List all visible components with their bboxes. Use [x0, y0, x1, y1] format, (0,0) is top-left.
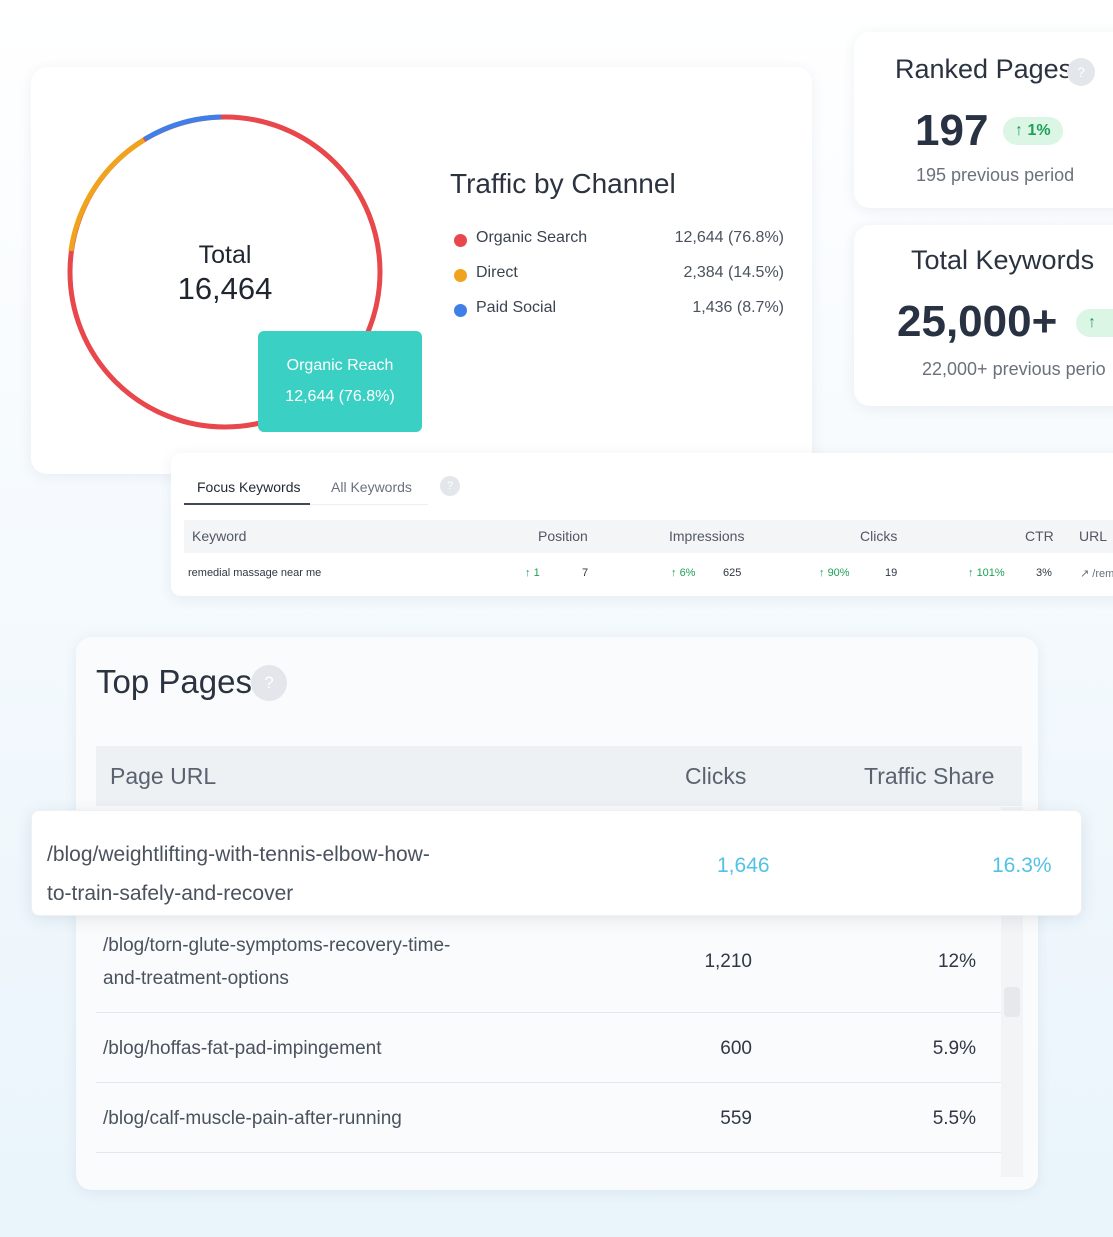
clicks-cell: 559 — [720, 1108, 752, 1129]
page-url-cell: /blog/hoffas-fat-pad-impingement — [103, 1038, 382, 1059]
page-url-cell: /blog/calf-muscle-pain-after-running — [103, 1108, 402, 1129]
keyword-cell: remedial massage near me — [188, 567, 322, 579]
donut-segment-organic-search[interactable] — [67, 114, 383, 430]
total-keywords-title: Total Keywords — [911, 245, 1095, 275]
top-pages-header: Page URL Clicks Traffic Share — [96, 746, 1022, 806]
url-cell[interactable]: ↗ /rem — [1080, 568, 1113, 580]
table-row[interactable]: /blog/calf-muscle-pain-after-running 559… — [96, 1083, 1001, 1153]
chart-tooltip: Organic Reach 12,644 (76.8%) — [258, 331, 422, 432]
page-url-cell: /blog/weightlifting-with-tennis-elbow-ho… — [47, 843, 430, 905]
arrow-up-icon: ↑ — [819, 567, 825, 579]
position-cell: 7 — [582, 567, 589, 579]
legend-item-organic-search[interactable]: Organic Search 12,644 (76.8%) — [454, 229, 784, 251]
total-keywords-card: Total Keywords 25,000+ ↑ 22,000+ previou… — [854, 225, 1113, 406]
ranked-pages-value: 197 — [915, 106, 989, 155]
header-page-url[interactable]: Page URL — [110, 763, 217, 789]
ranked-pages-change-badge: ↑ 1% — [1003, 117, 1063, 145]
header-ctr[interactable]: CTR — [1025, 528, 1054, 544]
table-row[interactable]: /blog/torn-glute-symptoms-recovery-time-… — [96, 927, 1001, 1013]
header-clicks[interactable]: Clicks — [860, 528, 898, 544]
tab-all-keywords[interactable]: All Keywords — [331, 479, 412, 495]
tab-focus-keywords[interactable]: Focus Keywords — [197, 479, 301, 495]
tooltip-label: Organic Reach — [286, 357, 394, 374]
legend-item-direct[interactable]: Direct 2,384 (14.5%) — [454, 264, 784, 286]
legend-label: Paid Social — [476, 299, 557, 316]
position-change: ↑ 1 — [525, 567, 540, 579]
legend-item-paid-social[interactable]: Paid Social 1,436 (8.7%) — [454, 299, 784, 321]
clicks-change: ↑ 90% — [819, 567, 850, 579]
active-tab-indicator — [184, 503, 310, 505]
tab-divider — [310, 504, 428, 505]
keywords-table-header: Keyword Position Impressions Clicks CTR … — [184, 520, 1113, 553]
header-keyword[interactable]: Keyword — [192, 528, 247, 544]
total-keywords-value: 25,000+ — [897, 297, 1058, 346]
impressions-change: ↑ 6% — [671, 567, 696, 579]
ctr-change: ↑ 101% — [968, 567, 1005, 579]
traffic-donut-chart — [67, 114, 383, 430]
traffic-by-channel-card: Total 16,464 Organic Reach 12,644 (76.8%… — [31, 67, 812, 474]
ranked-pages-title: Ranked Pages — [895, 54, 1073, 84]
keywords-table-card: Focus Keywords All Keywords ? Keyword Po… — [171, 453, 1113, 596]
organic-search-dot-icon — [454, 234, 467, 247]
total-keywords-change-badge: ↑ — [1076, 309, 1113, 337]
arrow-up-icon: ↑ — [525, 567, 531, 579]
impressions-cell: 625 — [723, 567, 742, 579]
legend-value: 2,384 (14.5%) — [683, 264, 784, 281]
arrow-up-icon: ↑ — [671, 567, 677, 579]
header-clicks[interactable]: Clicks — [685, 763, 747, 789]
traffic-share-cell: 5.5% — [932, 1108, 976, 1129]
scroll-thumb[interactable] — [1004, 987, 1020, 1017]
direct-dot-icon — [454, 269, 467, 282]
legend-label: Organic Search — [476, 229, 588, 246]
donut-total-label: Total — [198, 241, 252, 269]
arrow-up-icon: ↑ — [1088, 314, 1096, 331]
total-keywords-previous: 22,000+ previous perio — [922, 359, 1106, 379]
paid-social-dot-icon — [454, 304, 467, 317]
help-icon[interactable]: ? — [251, 665, 287, 701]
top-pages-title: Top Pages — [96, 663, 252, 700]
ctr-cell: 3% — [1036, 567, 1052, 579]
clicks-cell: 1,646 — [717, 854, 770, 877]
donut-total-value: 16,464 — [177, 271, 273, 306]
traffic-share-cell: 16.3% — [992, 854, 1052, 877]
donut-segment-paid-social[interactable] — [143, 114, 222, 142]
clicks-cell: 1,210 — [704, 951, 752, 972]
legend-value: 12,644 (76.8%) — [674, 229, 784, 246]
table-row[interactable]: /blog/hoffas-fat-pad-impingement 600 5.9… — [96, 1013, 1001, 1083]
clicks-cell: 600 — [720, 1038, 752, 1059]
header-url[interactable]: URL — [1079, 528, 1108, 544]
page-url-cell: /blog/torn-glute-symptoms-recovery-time-… — [103, 935, 451, 989]
help-icon[interactable]: ? — [1067, 58, 1095, 86]
legend-label: Direct — [476, 264, 518, 281]
tooltip-value: 12,644 (76.8%) — [285, 388, 395, 405]
help-icon[interactable]: ? — [440, 476, 460, 496]
change-value: 1% — [1027, 122, 1051, 139]
highlighted-table-row[interactable]: /blog/weightlifting-with-tennis-elbow-ho… — [31, 810, 1082, 916]
traffic-title: Traffic by Channel — [450, 168, 676, 199]
arrow-up-icon: ↑ — [1015, 122, 1023, 139]
ranked-pages-card: Ranked Pages ? 197 ↑ 1% 195 previous per… — [854, 32, 1113, 208]
clicks-cell: 19 — [885, 567, 898, 579]
legend-value: 1,436 (8.7%) — [692, 299, 784, 316]
header-impressions[interactable]: Impressions — [669, 528, 745, 544]
arrow-up-icon: ↑ — [968, 567, 974, 579]
traffic-share-cell: 5.9% — [932, 1038, 976, 1059]
donut-segment-direct[interactable] — [68, 137, 146, 252]
ranked-pages-previous: 195 previous period — [916, 165, 1075, 185]
external-link-icon: ↗ — [1080, 568, 1090, 580]
header-position[interactable]: Position — [538, 528, 588, 544]
header-traffic-share[interactable]: Traffic Share — [864, 763, 995, 789]
traffic-share-cell: 12% — [937, 951, 976, 972]
